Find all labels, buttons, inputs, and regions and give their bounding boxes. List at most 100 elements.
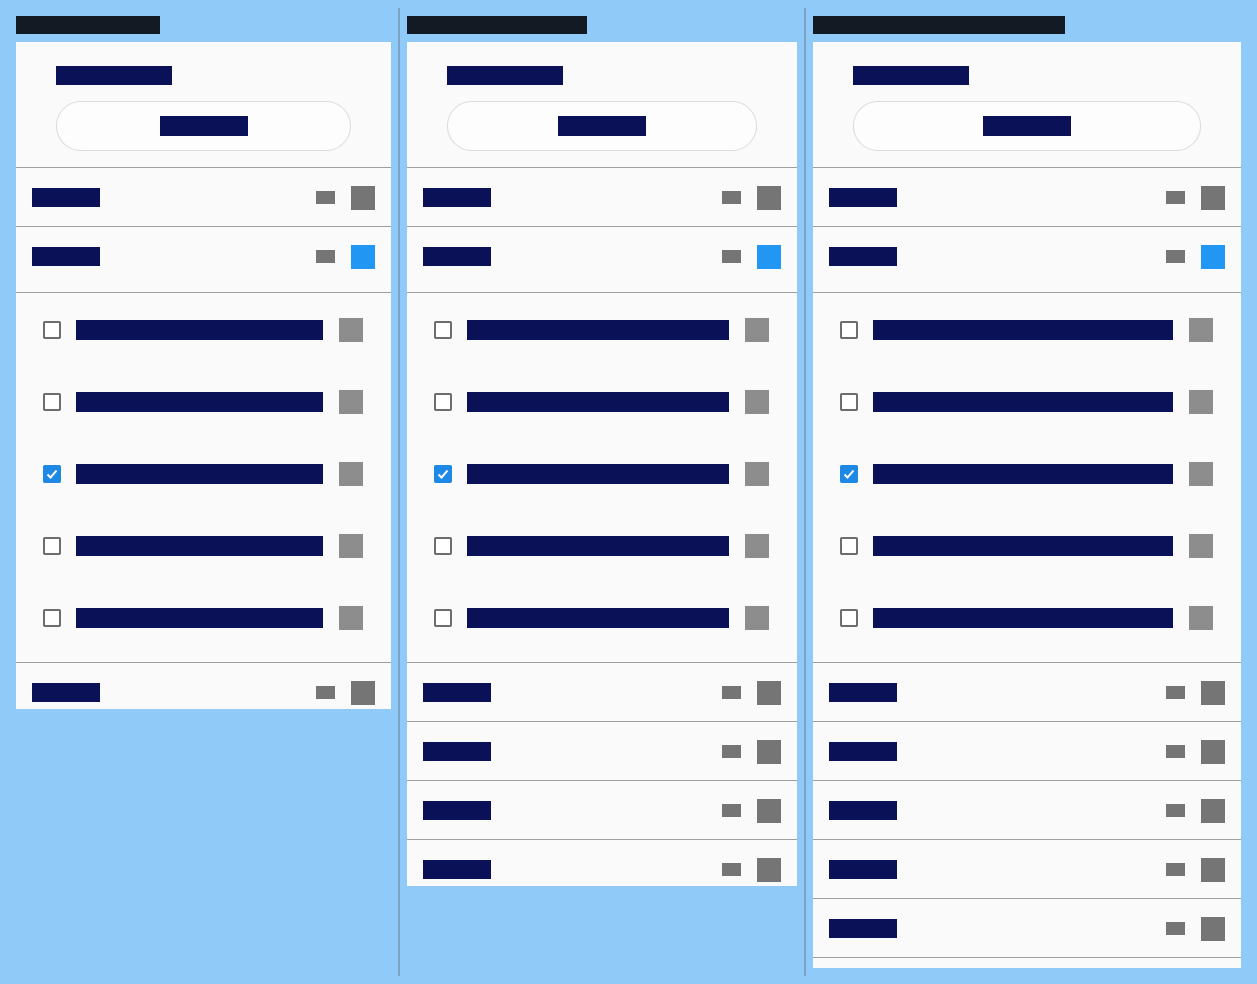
row-action-icon[interactable]	[1201, 858, 1225, 882]
sub-item-action-icon[interactable]	[745, 606, 769, 630]
sub-item-action-icon[interactable]	[745, 318, 769, 342]
sub-item-action-icon[interactable]	[1189, 606, 1213, 630]
sub-item-action-icon[interactable]	[745, 462, 769, 486]
primary-button[interactable]	[853, 101, 1201, 151]
row-label	[423, 742, 491, 761]
checkbox-icon[interactable]	[43, 321, 61, 339]
primary-button[interactable]	[56, 101, 351, 151]
list-row[interactable]	[407, 227, 797, 293]
row-action-icon[interactable]	[1201, 740, 1225, 764]
sub-list-item[interactable]	[407, 318, 797, 342]
list-row[interactable]	[813, 663, 1241, 722]
row-label	[829, 919, 897, 938]
checkbox-icon[interactable]	[43, 465, 61, 483]
sub-list-item[interactable]	[813, 606, 1241, 630]
row-action-icon[interactable]	[1201, 799, 1225, 823]
row-action-icon[interactable]	[351, 681, 375, 705]
sub-item-action-icon[interactable]	[339, 318, 363, 342]
sub-list-item[interactable]	[407, 534, 797, 558]
sub-list-item[interactable]	[16, 462, 391, 486]
expand-toggle-icon[interactable]	[351, 245, 375, 269]
row-label	[32, 247, 100, 266]
row-action-icon[interactable]	[757, 681, 781, 705]
list-row[interactable]	[407, 840, 797, 886]
row-action-icon[interactable]	[757, 858, 781, 882]
sub-item-action-icon[interactable]	[745, 534, 769, 558]
row-action-icon[interactable]	[757, 799, 781, 823]
sub-list-item[interactable]	[16, 534, 391, 558]
row-action-icon[interactable]	[757, 186, 781, 210]
checkbox-icon[interactable]	[840, 609, 858, 627]
row-action-icon[interactable]	[1201, 681, 1225, 705]
sub-item-label	[467, 464, 729, 484]
list-row[interactable]	[407, 168, 797, 227]
list-row[interactable]	[16, 663, 391, 709]
checkmark-icon	[46, 469, 58, 479]
row-action-icon[interactable]	[351, 186, 375, 210]
sub-item-label	[873, 608, 1173, 628]
list-row[interactable]	[16, 168, 391, 227]
row-label	[32, 188, 100, 207]
row-action-icon[interactable]	[757, 740, 781, 764]
row-meta	[1166, 686, 1185, 699]
sub-item-action-icon[interactable]	[1189, 534, 1213, 558]
column-divider[interactable]	[804, 8, 806, 976]
sub-item-action-icon[interactable]	[339, 606, 363, 630]
checkbox-icon[interactable]	[43, 537, 61, 555]
checkbox-icon[interactable]	[43, 609, 61, 627]
sub-list-item[interactable]	[16, 606, 391, 630]
sub-list-item[interactable]	[813, 462, 1241, 486]
sub-list-item[interactable]	[813, 318, 1241, 342]
list-row[interactable]	[407, 781, 797, 840]
sub-item-action-icon[interactable]	[1189, 462, 1213, 486]
checkbox-icon[interactable]	[434, 537, 452, 555]
checkbox-icon[interactable]	[434, 393, 452, 411]
row-action-icon[interactable]	[1201, 917, 1225, 941]
sub-item-action-icon[interactable]	[1189, 318, 1213, 342]
sub-item-action-icon[interactable]	[1189, 390, 1213, 414]
checkbox-icon[interactable]	[434, 609, 452, 627]
sub-item-action-icon[interactable]	[339, 390, 363, 414]
checkbox-icon[interactable]	[43, 393, 61, 411]
checkbox-icon[interactable]	[840, 537, 858, 555]
column-divider[interactable]	[398, 8, 400, 976]
list-row[interactable]	[813, 958, 1241, 968]
list-row[interactable]	[407, 663, 797, 722]
list-row[interactable]	[16, 227, 391, 293]
sub-list-item[interactable]	[16, 318, 391, 342]
sub-item-action-icon[interactable]	[339, 462, 363, 486]
checkbox-icon[interactable]	[840, 465, 858, 483]
sub-list-item[interactable]	[407, 390, 797, 414]
list-row[interactable]	[813, 840, 1241, 899]
row-label	[829, 683, 897, 702]
checkbox-icon[interactable]	[434, 465, 452, 483]
sub-item-action-icon[interactable]	[339, 534, 363, 558]
list-row[interactable]	[407, 722, 797, 781]
expand-toggle-icon[interactable]	[1201, 245, 1225, 269]
checkbox-icon[interactable]	[840, 393, 858, 411]
list-row[interactable]	[813, 227, 1241, 293]
sub-list-item[interactable]	[813, 390, 1241, 414]
sub-list-item[interactable]	[813, 534, 1241, 558]
list-row[interactable]	[813, 781, 1241, 840]
list-row[interactable]	[813, 899, 1241, 958]
row-meta	[722, 863, 741, 876]
row-meta	[722, 745, 741, 758]
list-row[interactable]	[813, 722, 1241, 781]
sub-list	[813, 293, 1241, 663]
sub-list-item[interactable]	[407, 462, 797, 486]
checkbox-icon[interactable]	[434, 321, 452, 339]
primary-button[interactable]	[447, 101, 757, 151]
checkbox-icon[interactable]	[840, 321, 858, 339]
sub-item-action-icon[interactable]	[745, 390, 769, 414]
row-label	[32, 683, 100, 702]
row-action-icon[interactable]	[1201, 186, 1225, 210]
list-row[interactable]	[813, 168, 1241, 227]
expand-toggle-icon[interactable]	[757, 245, 781, 269]
panel-heading	[447, 66, 563, 85]
row-label	[423, 860, 491, 879]
panel-heading	[853, 66, 969, 85]
sub-list-item[interactable]	[16, 390, 391, 414]
sub-list-item[interactable]	[407, 606, 797, 630]
row-meta	[316, 686, 335, 699]
